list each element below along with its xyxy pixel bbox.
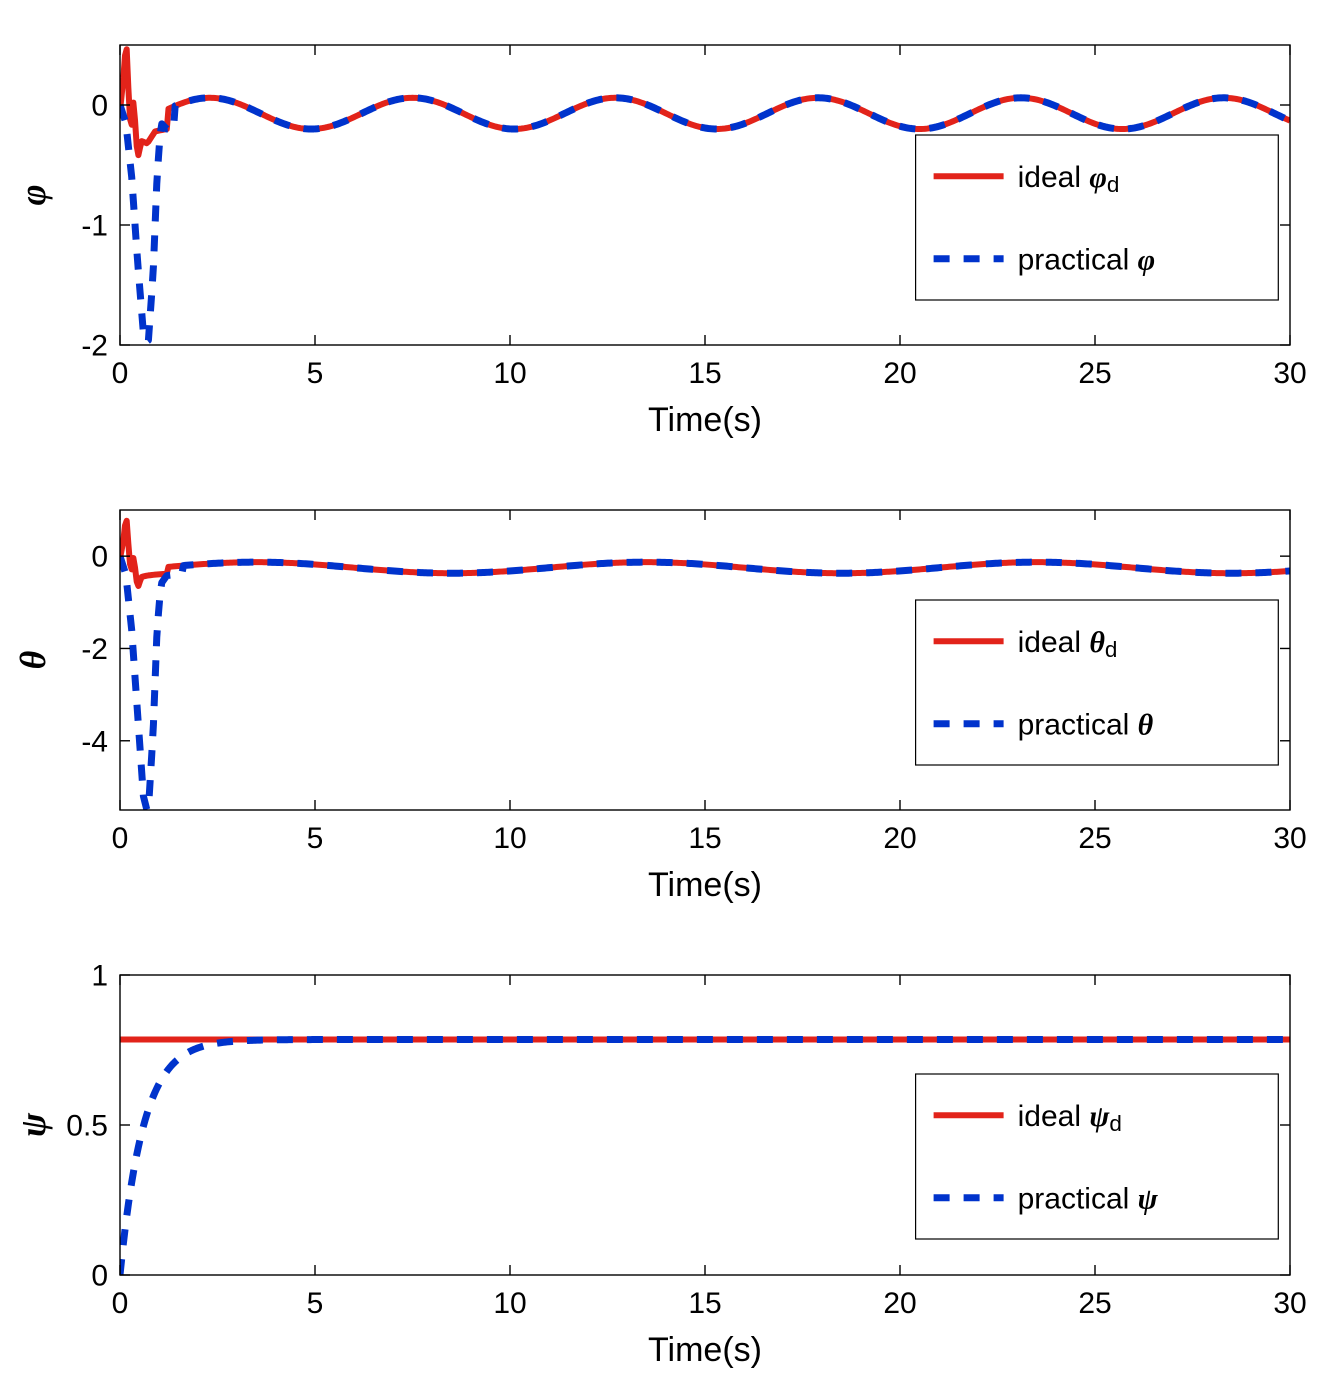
xtick-label: 15	[688, 357, 721, 390]
xtick-label: 20	[883, 822, 916, 855]
ytick-label: 0	[91, 90, 108, 123]
xtick-label: 0	[112, 822, 129, 855]
panel-theta: 051015202530-4-20Time(s)θideal θdpractic…	[120, 510, 1290, 810]
xtick-label: 15	[688, 1287, 721, 1320]
xlabel: Time(s)	[648, 1331, 762, 1369]
legend-label: practical ψ	[1018, 1182, 1159, 1215]
xtick-label: 0	[112, 357, 129, 390]
panel-phi: 051015202530-2-10Time(s)φideal φdpractic…	[120, 45, 1290, 345]
xtick-label: 30	[1273, 822, 1306, 855]
xtick-label: 15	[688, 822, 721, 855]
xtick-label: 25	[1078, 357, 1111, 390]
legend-label: practical φ	[1018, 243, 1156, 276]
xtick-label: 10	[493, 1287, 526, 1320]
axes-theta: 051015202530-4-20Time(s)θideal θdpractic…	[120, 510, 1290, 810]
ytick-label: -2	[81, 633, 108, 666]
series-ideal_theta_d	[120, 521, 1290, 586]
axes-phi: 051015202530-2-10Time(s)φideal φdpractic…	[120, 45, 1290, 345]
ytick-label: -1	[81, 210, 108, 243]
ytick-label: -2	[81, 330, 108, 363]
xtick-label: 5	[307, 822, 324, 855]
ytick-label: 0	[91, 1260, 108, 1293]
legend: ideal ψd practical ψ	[916, 1074, 1279, 1239]
panel-psi: 05101520253000.51Time(s)ψideal ψdpractic…	[120, 975, 1290, 1275]
ytick-label: 0	[91, 541, 108, 574]
ytick-label: -4	[81, 725, 108, 758]
xtick-label: 30	[1273, 1287, 1306, 1320]
xtick-label: 25	[1078, 1287, 1111, 1320]
xtick-label: 5	[307, 357, 324, 390]
ylabel: φ	[13, 184, 53, 205]
legend: ideal θd practical θ	[916, 600, 1279, 765]
xtick-label: 0	[112, 1287, 129, 1320]
ytick-label: 0.5	[66, 1110, 108, 1143]
xtick-label: 30	[1273, 357, 1306, 390]
ylabel: ψ	[13, 1112, 53, 1137]
xtick-label: 20	[883, 1287, 916, 1320]
ytick-label: 1	[91, 960, 108, 993]
xlabel: Time(s)	[648, 401, 762, 439]
legend-label: practical θ	[1018, 708, 1154, 741]
xtick-label: 10	[493, 822, 526, 855]
ylabel: θ	[13, 650, 53, 669]
legend-label: ideal ψd	[1018, 1100, 1122, 1136]
legend-label: ideal φd	[1018, 161, 1120, 197]
xlabel: Time(s)	[648, 866, 762, 904]
axes-psi: 05101520253000.51Time(s)ψideal ψdpractic…	[120, 975, 1290, 1275]
xtick-label: 25	[1078, 822, 1111, 855]
xtick-label: 10	[493, 357, 526, 390]
figure: 051015202530-2-10Time(s)φideal φdpractic…	[0, 0, 1337, 1383]
legend-label: ideal θd	[1018, 626, 1118, 662]
xtick-label: 20	[883, 357, 916, 390]
legend: ideal φd practical φ	[916, 135, 1279, 300]
xtick-label: 5	[307, 1287, 324, 1320]
